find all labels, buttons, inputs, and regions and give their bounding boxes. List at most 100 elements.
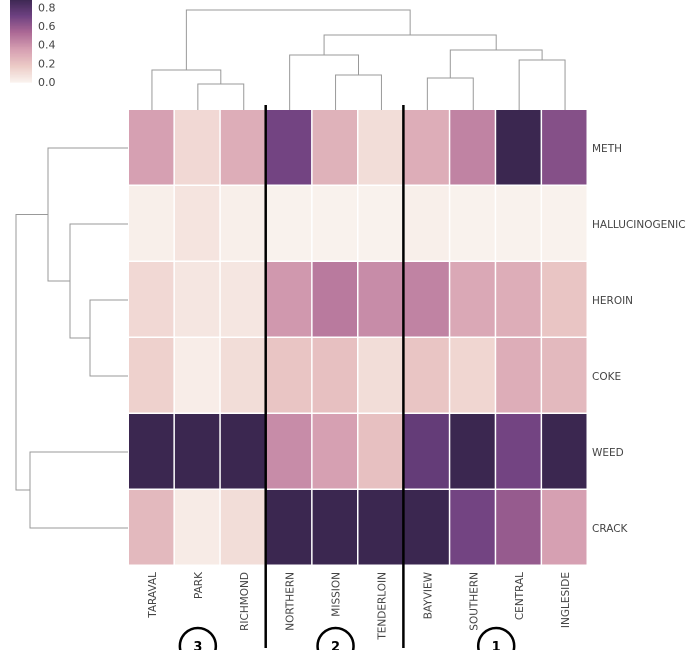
heatmap-cell xyxy=(174,262,220,337)
colorbar-segment xyxy=(10,6,32,9)
colorbar-segment xyxy=(10,27,32,30)
colorbar-segment xyxy=(10,28,32,31)
heatmap-cell xyxy=(404,414,449,489)
heatmap-cell xyxy=(358,490,403,565)
heatmap-cell xyxy=(358,186,403,261)
cluster-circle xyxy=(316,626,355,650)
dendrogram-link xyxy=(151,69,222,110)
colorbar-segment xyxy=(10,9,32,12)
dendrogram-link xyxy=(29,451,128,529)
heatmap-cell xyxy=(129,490,174,565)
heatmap-cell xyxy=(174,414,220,489)
colorbar-segment xyxy=(10,68,32,70)
colorbar-segment xyxy=(10,48,32,51)
colorbar-segment xyxy=(10,26,32,28)
colorbar-segment xyxy=(10,69,32,72)
column-label: MISSION xyxy=(331,572,343,617)
heatmap-cell xyxy=(542,414,587,489)
heatmap-cell xyxy=(129,414,174,489)
heatmap-cell xyxy=(312,110,357,185)
heatmap-cell xyxy=(312,414,357,489)
colorbar-segment xyxy=(10,31,32,34)
cluster-marker: 2 xyxy=(316,626,355,650)
colorbar-segment xyxy=(10,30,32,33)
heatmap-cell xyxy=(450,262,495,337)
colorbar-segment xyxy=(10,14,32,17)
heatmap-cell xyxy=(496,414,541,489)
dendrogram-link xyxy=(69,223,128,339)
heatmap-cell xyxy=(450,490,495,565)
heatmap-cell xyxy=(220,110,266,185)
column-label: RICHMOND xyxy=(239,572,251,631)
colorbar-segment xyxy=(10,5,32,7)
dendrogram-link xyxy=(289,54,359,110)
dendrogram-link xyxy=(197,83,245,110)
heatmap-cell xyxy=(496,110,541,185)
heatmap-cell xyxy=(129,110,174,185)
heatmap-cell xyxy=(266,110,312,185)
heatmap-cell xyxy=(542,110,587,185)
heatmap-cell xyxy=(174,490,220,565)
cluster-label: 3 xyxy=(193,640,202,650)
colorbar-segment xyxy=(10,24,32,27)
colorbar-segment xyxy=(10,19,32,21)
column-label: CENTRAL xyxy=(514,572,526,620)
colorbar-segment xyxy=(10,70,32,73)
heatmap-cell xyxy=(266,414,312,489)
colorbar-segment xyxy=(10,66,32,69)
colorbar-segment xyxy=(10,7,32,10)
heatmap-cell xyxy=(129,186,174,261)
colorbar-segment xyxy=(10,13,32,16)
colorbar-segment xyxy=(10,47,32,49)
heatmap-cell xyxy=(404,262,449,337)
colorbar-segment xyxy=(10,65,32,68)
heatmap-cell xyxy=(404,186,449,261)
colorbar-segment xyxy=(10,35,32,38)
cluster-label: 2 xyxy=(331,640,340,650)
heatmap-cell xyxy=(496,338,541,413)
colorbar: 0.0 0.2 0.4 0.6 0.8 xyxy=(10,0,56,89)
row-label: HALLUCINOGENIC xyxy=(592,219,686,231)
colorbar-segment xyxy=(10,63,32,66)
heatmap-cell xyxy=(220,338,266,413)
cluster-label: 1 xyxy=(492,640,501,650)
colorbar-tick-label: 0.2 xyxy=(38,57,56,70)
colorbar-segment xyxy=(10,16,32,19)
heatmap-cell xyxy=(129,338,174,413)
cluster-marker: 1 xyxy=(476,626,516,650)
heatmap-cell xyxy=(450,186,495,261)
column-dendrogram xyxy=(151,9,566,110)
row-label: CRACK xyxy=(592,523,629,535)
colorbar-tick-label: 0.6 xyxy=(38,20,56,33)
colorbar-segment xyxy=(10,49,32,52)
colorbar-segment xyxy=(10,38,32,41)
colorbar-segment xyxy=(10,20,32,23)
heatmap-cell xyxy=(220,186,266,261)
colorbar-segment xyxy=(10,0,32,3)
colorbar-segment xyxy=(10,52,32,55)
colorbar-segment xyxy=(10,44,32,47)
heatmap-cell xyxy=(266,262,312,337)
colorbar-segment xyxy=(10,42,32,45)
colorbar-segment xyxy=(10,40,32,42)
heatmap-cell xyxy=(358,262,403,337)
heatmap-cell xyxy=(542,186,587,261)
column-label: INGLESIDE xyxy=(560,572,572,628)
colorbar-segment xyxy=(10,3,32,6)
dendrogram-link xyxy=(426,77,474,110)
heatmap-cell xyxy=(312,338,357,413)
heatmap-cell xyxy=(542,262,587,337)
colorbar-tick-label: 0.8 xyxy=(38,1,56,14)
heatmap-cell xyxy=(404,338,449,413)
heatmap-cell xyxy=(266,186,312,261)
heatmap-cell xyxy=(220,490,266,565)
heatmap-cell xyxy=(312,186,357,261)
colorbar-segment xyxy=(10,59,32,62)
heatmap-cell xyxy=(266,490,312,565)
colorbar-segment xyxy=(10,77,32,80)
dendrogram-link xyxy=(323,34,497,55)
cluster-marker: 3 xyxy=(178,626,218,650)
dendrogram-link xyxy=(89,299,128,377)
colorbar-segment xyxy=(10,76,32,79)
